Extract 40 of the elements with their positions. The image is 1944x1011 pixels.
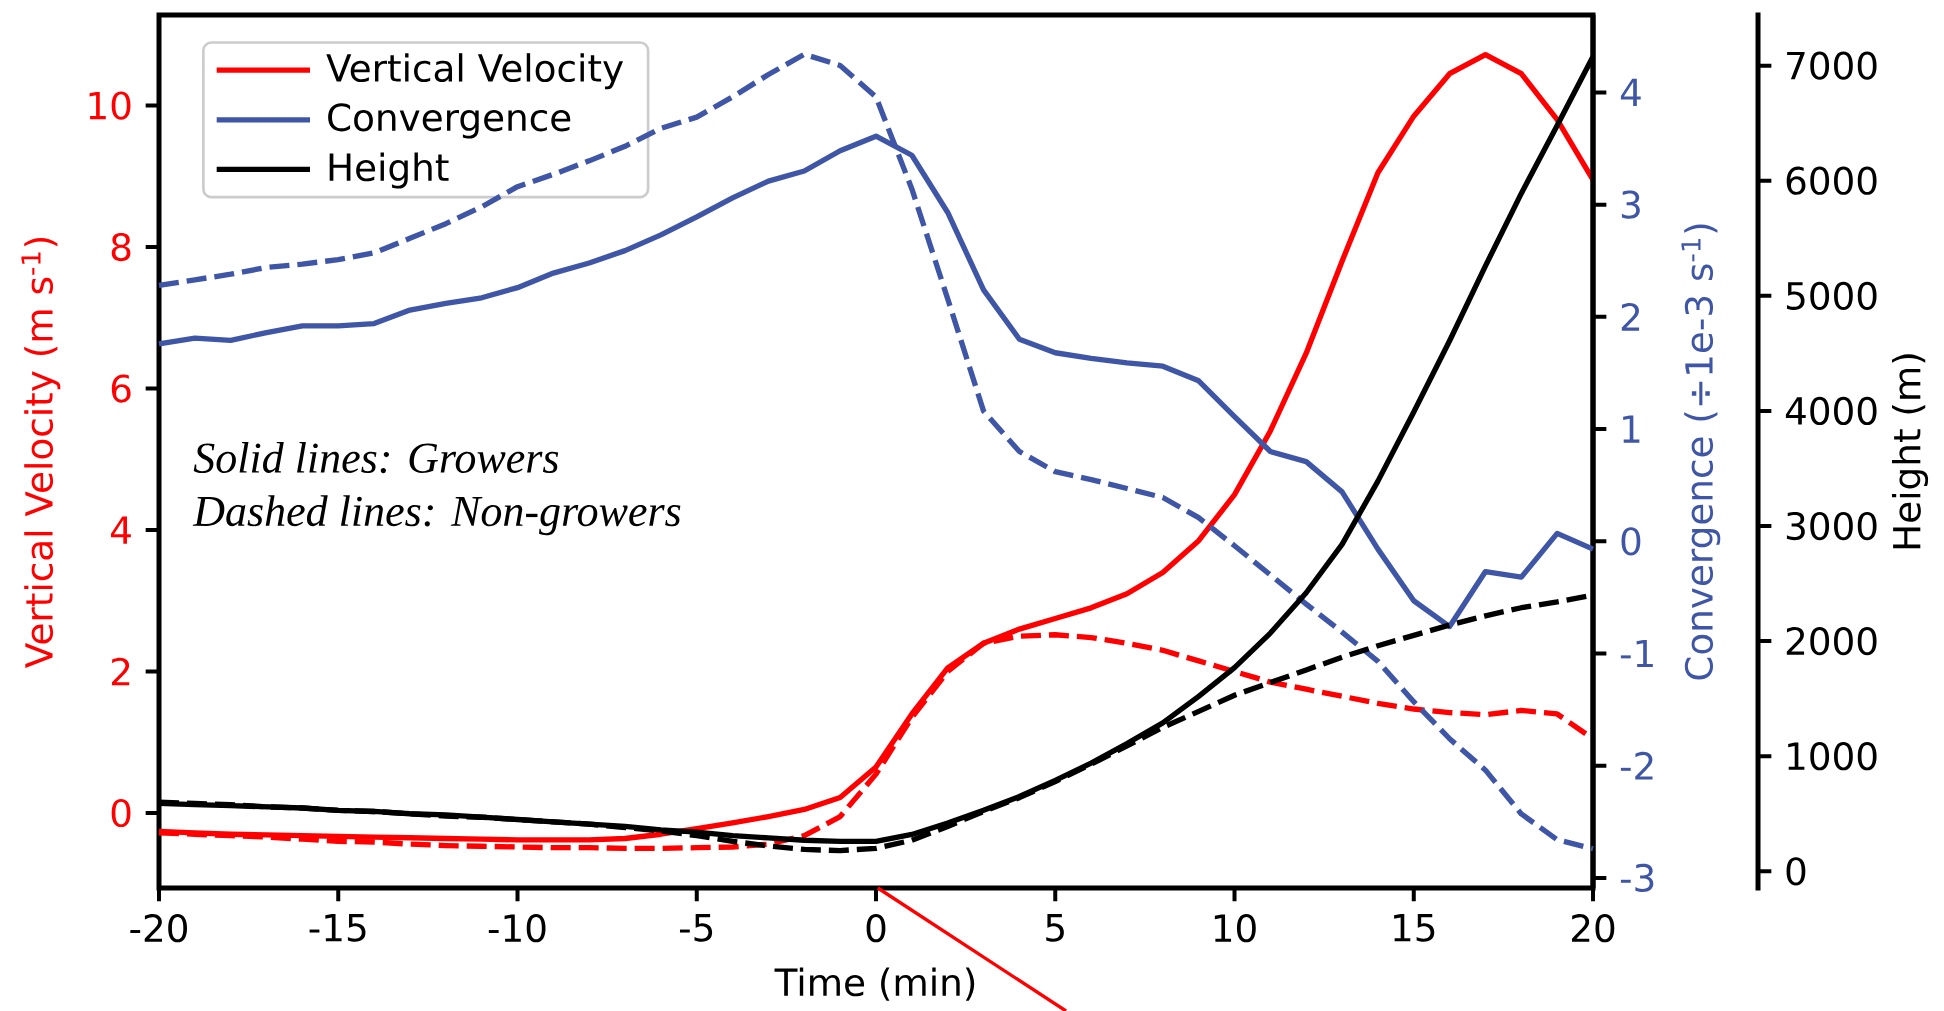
legend-label: Height (329, 152, 449, 189)
y2-tick-label: -3 (1620, 863, 1654, 893)
y-tick-label: 4 (111, 516, 131, 544)
y3-tick-label: 5000 (1786, 281, 1877, 310)
y3-tick-label: 4000 (1785, 396, 1877, 426)
x-tick-label: -10 (488, 914, 546, 943)
x-tick-label: 0 (866, 914, 886, 943)
annotation: Solid lines: Growers (193, 442, 559, 474)
y-tick-label: 10 (89, 91, 131, 120)
x-tick-label: -15 (309, 914, 366, 942)
y2-tick-label: 0 (1621, 527, 1641, 556)
y2-tick-label: 3 (1621, 190, 1640, 219)
y2-tick-label: 4 (1620, 78, 1641, 107)
y2-tick-label: 1 (1623, 415, 1640, 443)
y3-tick-label: 7000 (1787, 51, 1877, 80)
y3-tick-label: 6000 (1786, 166, 1877, 195)
x-tick-label: -5 (679, 914, 713, 942)
y2-tick-label: -1 (1620, 639, 1653, 668)
legend-label: Vertical Velocity (326, 53, 623, 90)
x-axis-title: Time (min) (774, 967, 975, 1001)
legend-label: Convergence (328, 103, 571, 139)
y2-tick-label: -2 (1620, 751, 1653, 780)
x-tick-label: 10 (1214, 914, 1256, 943)
y-tick-label: 8 (111, 232, 131, 262)
x-tick-label: 5 (1046, 914, 1064, 942)
x-tick-label: 15 (1394, 914, 1435, 942)
y-tick-label: 6 (111, 374, 131, 403)
y2-axis-title: Convergence (÷1e-3 s$^{-1}$) (1681, 224, 1721, 680)
y3-tick-label: 0 (1786, 857, 1806, 886)
y3-tick-label: 2000 (1786, 627, 1877, 656)
x-tick-label: 20 (1572, 914, 1615, 943)
x-tick-label: -20 (130, 914, 187, 943)
y3-axis-title: Height (m) (1891, 354, 1929, 549)
annotation: Dashed lines: Non-growers (192, 495, 681, 536)
y3-tick-label: 3000 (1786, 511, 1877, 541)
y3-tick-label: 1000 (1788, 742, 1877, 771)
y-axis-title: Vertical Velocity (m s$^{-1}$) (21, 237, 61, 668)
y-tick-label: 0 (111, 798, 131, 828)
y-tick-label: 2 (111, 657, 130, 686)
y2-tick-label: 2 (1621, 302, 1640, 331)
